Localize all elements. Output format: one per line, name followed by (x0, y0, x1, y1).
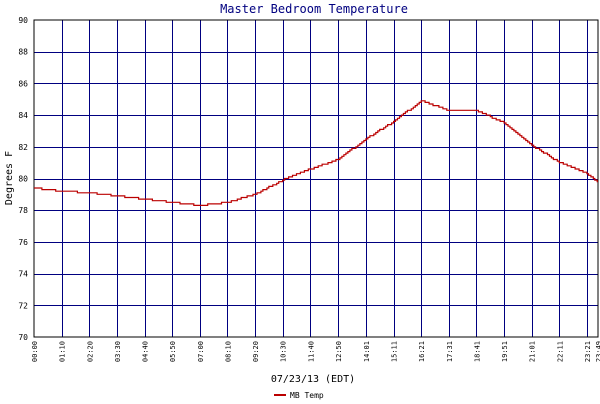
x-tick-label: 01:10 (59, 341, 67, 362)
y-tick-label: 74 (18, 270, 28, 279)
y-tick-label: 82 (18, 143, 28, 152)
x-tick-label: 09:20 (252, 341, 260, 362)
x-tick-label: 07:00 (197, 341, 205, 362)
x-tick-label: 10:30 (280, 341, 288, 362)
y-tick-label: 78 (18, 206, 28, 215)
gridlines (34, 20, 598, 337)
x-tick-label: 15:11 (391, 341, 399, 362)
y-tick-label: 86 (18, 79, 28, 88)
x-tick-label: 02:20 (86, 341, 94, 362)
chart-title: Master Bedroom Temperature (220, 2, 408, 16)
y-tick-label: 88 (18, 48, 28, 57)
y-tick-label: 90 (18, 16, 28, 25)
x-tick-label: 21:01 (529, 341, 537, 362)
legend-label: MB Temp (290, 391, 324, 400)
x-tick-label: 04:40 (142, 341, 150, 362)
x-tick-label: 16:21 (418, 341, 426, 362)
x-tick-label: 12:50 (335, 341, 343, 362)
x-tick-label: 00:00 (31, 341, 39, 362)
y-axis-label: Degrees F (4, 151, 15, 205)
legend: MB Temp (274, 391, 324, 400)
x-tick-label: 08:10 (224, 341, 232, 362)
y-tick-labels: 70 72 74 76 78 80 82 84 86 88 90 (18, 16, 28, 342)
x-tick-label: 11:40 (307, 341, 315, 362)
x-tick-label: 14:01 (363, 341, 371, 362)
x-tick-label: 19:51 (501, 341, 509, 362)
x-tick-label: 18:41 (473, 341, 481, 362)
x-tick-label: 22:11 (556, 341, 564, 362)
y-tick-label: 72 (18, 301, 28, 310)
series-line (34, 100, 598, 206)
x-tick-label: 23:21 (584, 341, 592, 362)
x-tick-label: 05:50 (169, 341, 177, 362)
y-tick-label: 76 (18, 238, 28, 247)
x-tick-label: 23:49 (595, 341, 600, 362)
x-axis-label: 07/23/13 (EDT) (271, 374, 355, 385)
x-tick-label: 17:31 (446, 341, 454, 362)
plot-frame (33, 19, 599, 338)
x-tick-labels: 00:00 01:10 02:20 03:30 04:40 05:50 07:00 08:10… (31, 341, 600, 362)
y-tick-label: 84 (18, 111, 28, 120)
x-tick-label: 03:30 (114, 341, 122, 362)
series-layer (34, 100, 598, 206)
y-tick-label: 80 (18, 175, 28, 184)
y-tick-label: 70 (18, 333, 28, 342)
